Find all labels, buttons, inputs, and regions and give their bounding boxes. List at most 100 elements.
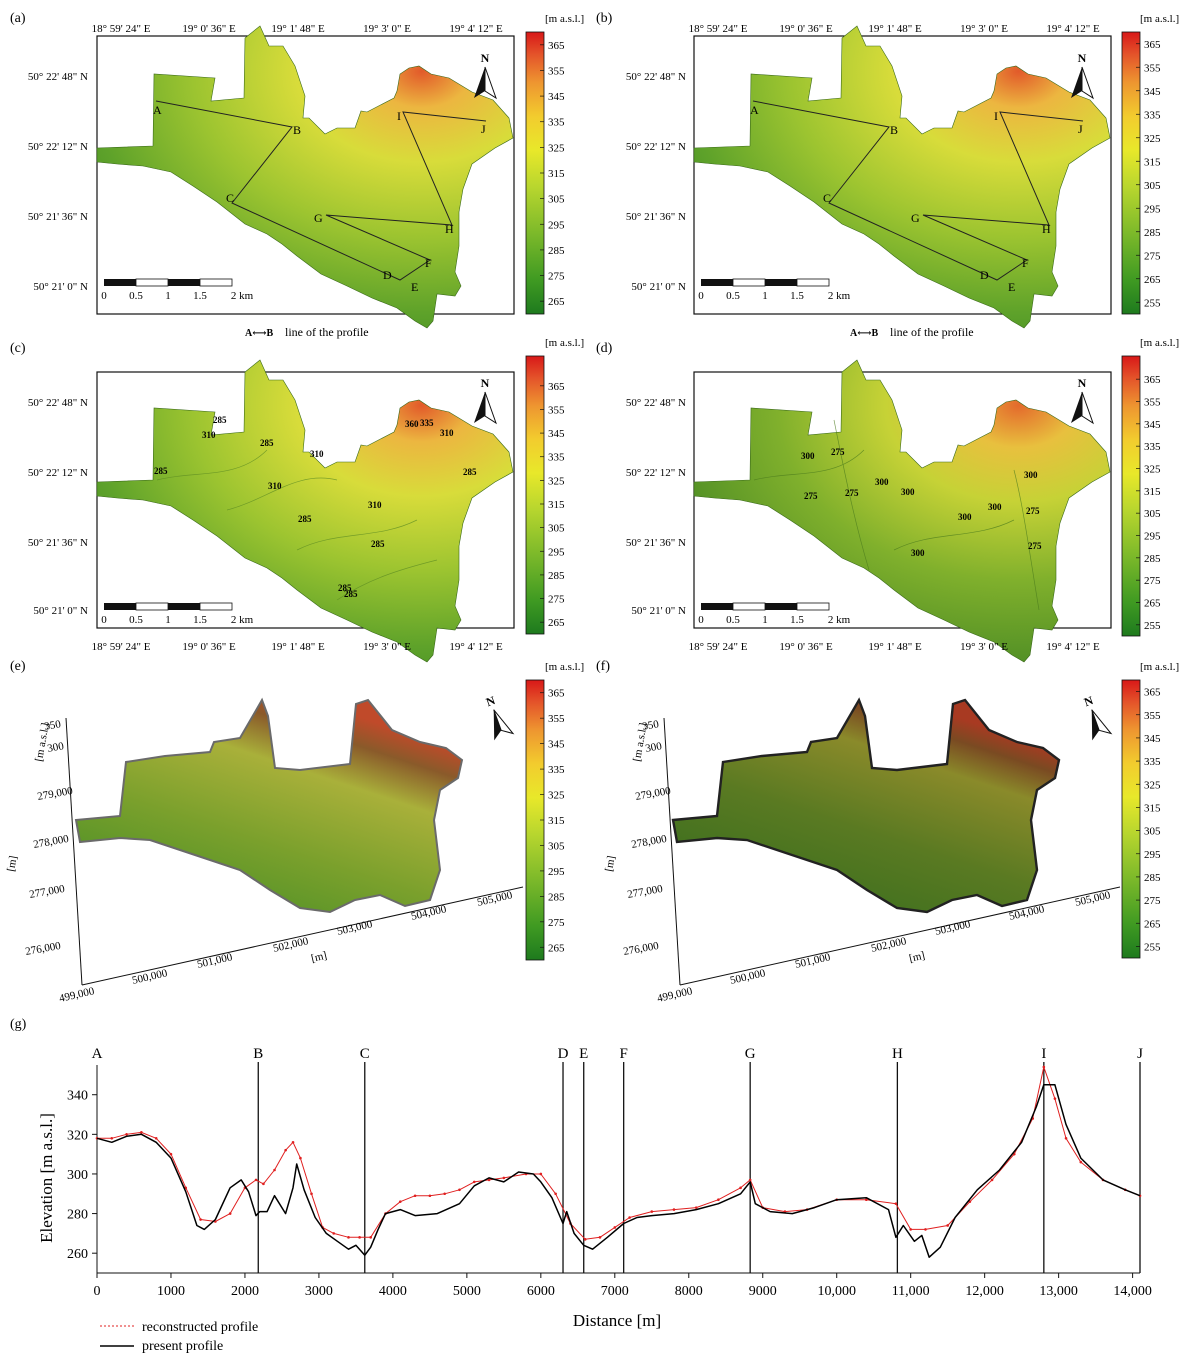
series-reconstructed-point (1064, 1136, 1068, 1140)
series-reconstructed-point (284, 1148, 287, 1152)
lon-label: 19° 0' 36" E (182, 641, 236, 653)
profile-point-i: I (397, 109, 401, 123)
colorbar-tick-label: 265 (548, 942, 565, 954)
section-marker-label: F (620, 1046, 628, 1062)
colorbar-tick-label: 325 (1144, 133, 1161, 145)
profile-point-c: C (823, 191, 831, 205)
lon-label: 19° 3' 0" E (960, 23, 1008, 35)
north-arrow-icon: N (1071, 376, 1094, 425)
x-axis-label: [m] (908, 950, 926, 965)
scale-tick: 0 (101, 614, 107, 626)
colorbar-tick-label: 355 (1144, 710, 1161, 722)
colorbar-tick-label: 285 (1144, 553, 1161, 565)
profile-point-g: G (911, 211, 920, 225)
contour-label: 310 (268, 481, 282, 491)
scale-tick: 1 (762, 614, 768, 626)
colorbar-tick-label: 295 (1144, 203, 1161, 215)
x-tick-label: 11,000 (892, 1284, 930, 1299)
svg-text:N: N (1078, 376, 1087, 390)
x-tick: 505,000 (1074, 889, 1112, 909)
colorbar-tick-label: 285 (548, 891, 565, 903)
profile-point-h: H (445, 222, 454, 236)
y-tick-label: 260 (67, 1247, 88, 1262)
legend-unit-a: [m a.s.l.] (545, 13, 584, 25)
scale-tick: 0.5 (726, 614, 740, 626)
y-tick: 276,000 (24, 940, 62, 958)
x-tick: 501,000 (196, 951, 234, 971)
panel-a: (a) 18° 59' 24" E 19° 0' 36" E 19° 1' 48… (10, 11, 584, 339)
colorbar-tick-label: 255 (1144, 620, 1161, 632)
colorbar-ticks-b: 365 355 345 335 325 315 305 295 285 275 265 255 (1136, 39, 1161, 309)
scale-tick: 0.5 (129, 290, 143, 302)
contour-label: 285 (344, 589, 358, 599)
series-reconstructed-point (694, 1206, 698, 1209)
y-tick: 279,000 (36, 785, 74, 803)
colorbar-tick-label: 345 (548, 91, 565, 103)
lon-label: 19° 1' 48" E (868, 641, 922, 653)
profile-legend-text: line of the profile (285, 325, 369, 339)
series-reconstructed-point (946, 1224, 949, 1227)
panel-e: (e) [m a.s.l.] 350 300 279,000 278,000 2… (5, 659, 584, 1005)
dem-map-c (96, 359, 514, 663)
series-reconstructed-point (1079, 1160, 1083, 1164)
colorbar-tick-label: 325 (548, 790, 565, 802)
series-reconstructed-point (628, 1216, 631, 1219)
series-reconstructed-point (613, 1226, 617, 1229)
profile-point-e: E (1008, 280, 1015, 294)
x-tick-label: 6000 (527, 1284, 555, 1299)
x-tick: 504,000 (410, 903, 448, 923)
series-reconstructed-point (347, 1236, 350, 1239)
scale-tick: 0 (101, 290, 107, 302)
profile-point-j: J (481, 122, 486, 136)
scale-tick: 1.5 (193, 290, 207, 302)
y-tick: 277,000 (28, 883, 66, 901)
colorbar-ticks-a: 365 355 345 335 325 315 305 295 285 275 265 (540, 40, 565, 308)
series-reconstructed-point (154, 1136, 158, 1140)
series-reconstructed-point (228, 1212, 232, 1215)
north-arrow-icon: N (1082, 693, 1113, 741)
colorbar-tick-label: 335 (1144, 109, 1161, 121)
z-tick: 300 (46, 740, 65, 755)
profile-point-c: C (226, 191, 234, 205)
contour-label: 300 (801, 451, 815, 461)
contour-label: 300 (901, 487, 915, 497)
profile-legend-key: A⟷B (245, 328, 274, 339)
panel-label-e: (e) (10, 659, 26, 674)
scale-bar-a: 0 0.5 1 1.5 2 km (101, 278, 254, 302)
colorbar-c (525, 355, 545, 635)
colorbar-tick-label: 295 (1144, 531, 1161, 543)
series-reconstructed-point (539, 1172, 543, 1176)
x-axis-label: [m] (310, 950, 328, 965)
legend-unit-d: [m a.s.l.] (1140, 337, 1179, 349)
lon-label: 19° 3' 0" E (363, 23, 411, 35)
lon-label: 19° 0' 36" E (779, 641, 833, 653)
series-reconstructed-point (650, 1210, 654, 1213)
lat-label: 50° 22' 12" N (28, 467, 88, 479)
series-reconstructed-point (199, 1218, 202, 1221)
panel-label-c: (c) (10, 341, 26, 356)
colorbar-tick-label: 365 (548, 688, 565, 700)
y-tick: 279,000 (634, 785, 672, 803)
profile-point-a: A (153, 103, 162, 117)
svg-text:N: N (481, 51, 490, 65)
series-reconstructed-point (443, 1192, 446, 1196)
contour-label: 285 (298, 514, 312, 524)
series-reconstructed-point (865, 1198, 868, 1202)
lon-labels-top-a: 18° 59' 24" E 19° 0' 36" E 19° 1' 48" E … (92, 23, 503, 35)
profile-point-d: D (980, 268, 989, 282)
y-axis-label: [m] (603, 855, 618, 873)
series-reconstructed-point (1042, 1065, 1046, 1069)
colorbar-tick-label: 275 (1144, 895, 1161, 907)
series-reconstructed-point (369, 1236, 372, 1239)
colorbar-d (1121, 355, 1141, 637)
x-tick: 505,000 (476, 889, 514, 909)
scale-bar-b: 0 0.5 1 1.5 2 km (698, 278, 851, 302)
y-tick-label: 280 (67, 1208, 88, 1223)
colorbar-ticks-f: 365 355 345 335 325 315 305 295 285 275 265 255 (1136, 687, 1161, 953)
x-tick: 499,000 (58, 985, 96, 1005)
colorbar-tick-label: 355 (548, 65, 565, 77)
lon-label: 19° 1' 48" E (271, 23, 325, 35)
y-tick: 278,000 (630, 833, 668, 851)
panel-label-a: (a) (10, 11, 26, 26)
